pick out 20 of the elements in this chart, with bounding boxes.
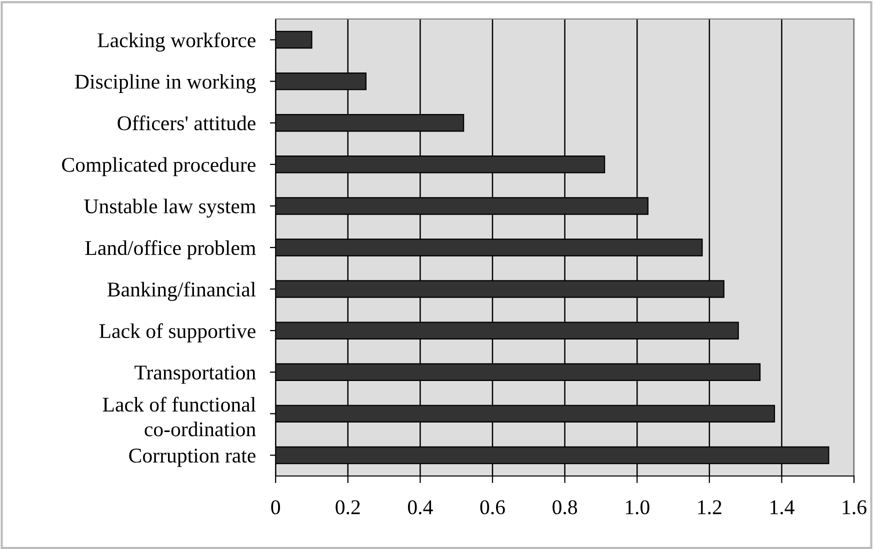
x-tick-label: 1.6 [842,500,866,514]
y-tick-label: Transportation [134,366,256,384]
y-tick-label: Corruption rate [129,448,256,467]
x-tick-label: 0.6 [480,500,505,514]
y-tick-label: Discipline in working [75,74,256,94]
y-tick-label: Banking/financial [107,282,256,301]
x-tick-label: 0.2 [336,500,360,514]
x-tick-label: 0.8 [552,500,578,514]
y-tick-label: Unstable law system [84,198,256,218]
y-tick-label: Complicated procedure [62,157,256,176]
y-tick-label: Lack of functional co-ordination [102,396,256,436]
x-tick-label: 1.4 [770,500,794,514]
x-tick-label: 0.4 [408,500,433,514]
y-tick-label: Officers' attitude [118,115,256,130]
x-tick-label: 1.2 [698,500,722,514]
x-tick-label: 1.0 [626,500,650,514]
y-tick-label: Land/office problem [85,240,256,260]
y-tick-label: Lack of supportive [99,323,256,342]
y-tick-label: Lacking workforce [98,32,256,52]
x-tick-label: 0 [271,500,280,514]
